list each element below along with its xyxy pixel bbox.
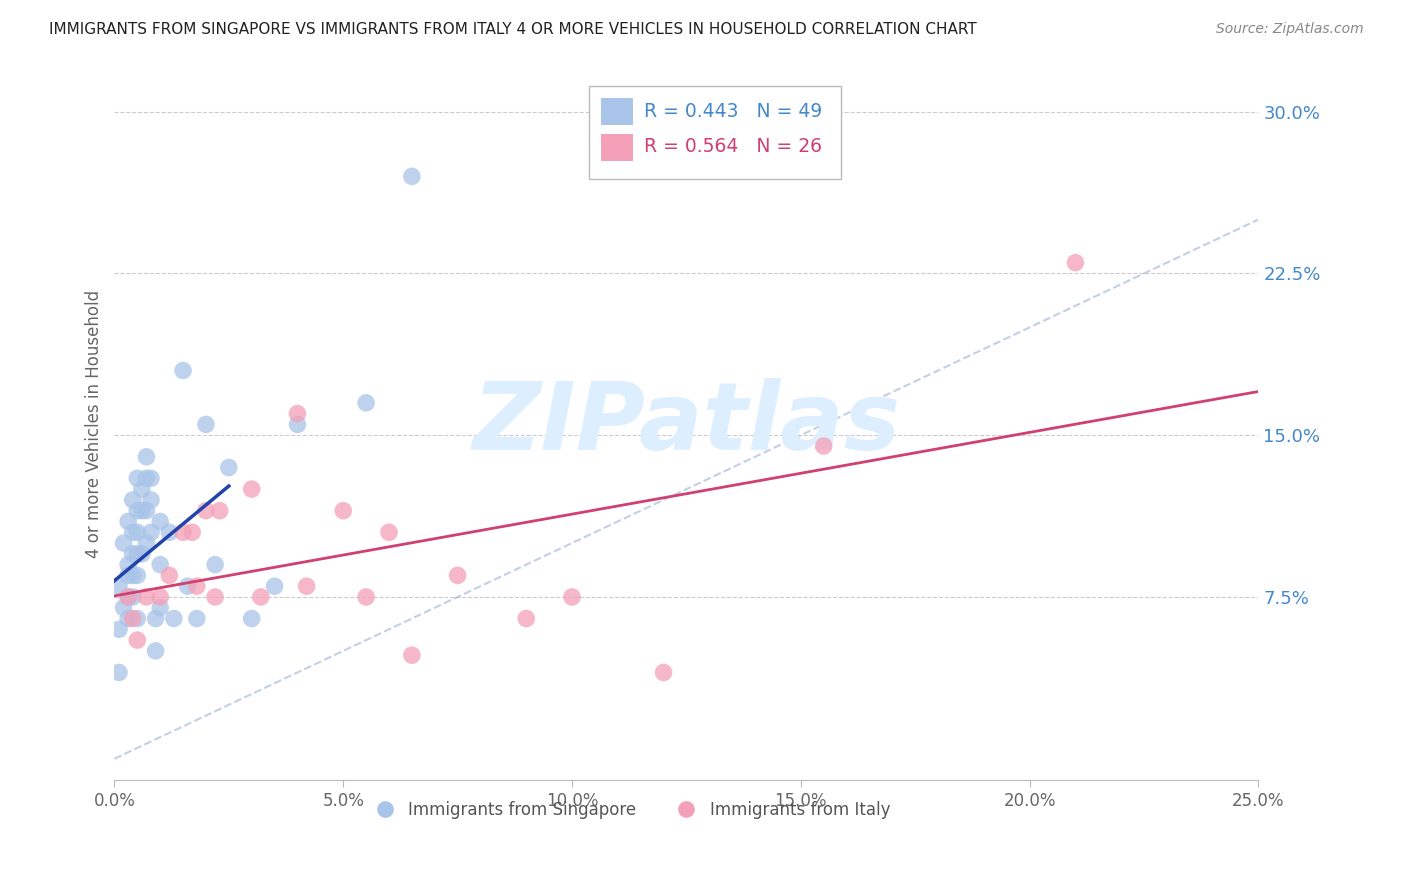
Text: R = 0.564   N = 26: R = 0.564 N = 26 — [644, 137, 823, 156]
Point — [149, 590, 172, 604]
Point — [354, 396, 377, 410]
Point — [240, 611, 263, 625]
Point — [139, 492, 162, 507]
Point — [149, 515, 172, 529]
Point — [145, 611, 167, 625]
Point — [157, 568, 180, 582]
Point — [149, 558, 172, 572]
Point — [287, 417, 309, 432]
Point — [121, 492, 143, 507]
Text: IMMIGRANTS FROM SINGAPORE VS IMMIGRANTS FROM ITALY 4 OR MORE VEHICLES IN HOUSEHO: IMMIGRANTS FROM SINGAPORE VS IMMIGRANTS … — [49, 22, 977, 37]
Point — [145, 644, 167, 658]
Point — [127, 471, 149, 485]
Point — [401, 169, 423, 184]
Point — [121, 525, 143, 540]
Point — [135, 450, 157, 464]
Point — [378, 525, 401, 540]
Point — [131, 482, 153, 496]
Point — [131, 547, 153, 561]
Point — [135, 590, 157, 604]
Point — [127, 568, 149, 582]
Point — [652, 665, 675, 680]
Point — [194, 504, 217, 518]
Text: ZIPatlas: ZIPatlas — [472, 378, 900, 470]
Bar — [600, 98, 633, 126]
Point — [332, 504, 354, 518]
Point — [127, 633, 149, 648]
Point — [117, 568, 139, 582]
Point — [287, 407, 309, 421]
Point — [112, 600, 135, 615]
Point — [204, 558, 226, 572]
Point — [108, 623, 131, 637]
Point — [250, 590, 273, 604]
Point — [1064, 255, 1087, 269]
Point — [240, 482, 263, 496]
Point — [117, 611, 139, 625]
Text: R = 0.443   N = 49: R = 0.443 N = 49 — [644, 102, 823, 120]
Point — [263, 579, 285, 593]
Point — [108, 579, 131, 593]
Point — [295, 579, 318, 593]
Point — [186, 579, 208, 593]
Point — [131, 504, 153, 518]
Point — [149, 600, 172, 615]
Point — [117, 558, 139, 572]
Point — [194, 417, 217, 432]
Point — [515, 611, 537, 625]
Point — [813, 439, 835, 453]
Point — [135, 504, 157, 518]
Point — [204, 590, 226, 604]
Point — [127, 525, 149, 540]
Point — [127, 547, 149, 561]
Point — [139, 525, 162, 540]
Point — [176, 579, 198, 593]
Point — [401, 648, 423, 663]
Point — [181, 525, 204, 540]
Point — [561, 590, 583, 604]
Point — [172, 525, 194, 540]
Point — [172, 363, 194, 377]
Point — [121, 590, 143, 604]
FancyBboxPatch shape — [589, 87, 841, 178]
Y-axis label: 4 or more Vehicles in Household: 4 or more Vehicles in Household — [86, 291, 103, 558]
Point — [163, 611, 186, 625]
Point — [139, 471, 162, 485]
Point — [108, 665, 131, 680]
Point — [127, 504, 149, 518]
Point — [117, 515, 139, 529]
Point — [354, 590, 377, 604]
Point — [135, 536, 157, 550]
Point — [121, 611, 143, 625]
Legend: Immigrants from Singapore, Immigrants from Italy: Immigrants from Singapore, Immigrants fr… — [361, 794, 897, 825]
Point — [121, 568, 143, 582]
Point — [218, 460, 240, 475]
Point — [157, 525, 180, 540]
Point — [112, 536, 135, 550]
Text: Source: ZipAtlas.com: Source: ZipAtlas.com — [1216, 22, 1364, 37]
Point — [446, 568, 468, 582]
Point — [121, 547, 143, 561]
Point — [117, 590, 139, 604]
Point — [127, 611, 149, 625]
Point — [135, 471, 157, 485]
Point — [186, 611, 208, 625]
Bar — [600, 134, 633, 161]
Point — [208, 504, 231, 518]
Point — [117, 590, 139, 604]
